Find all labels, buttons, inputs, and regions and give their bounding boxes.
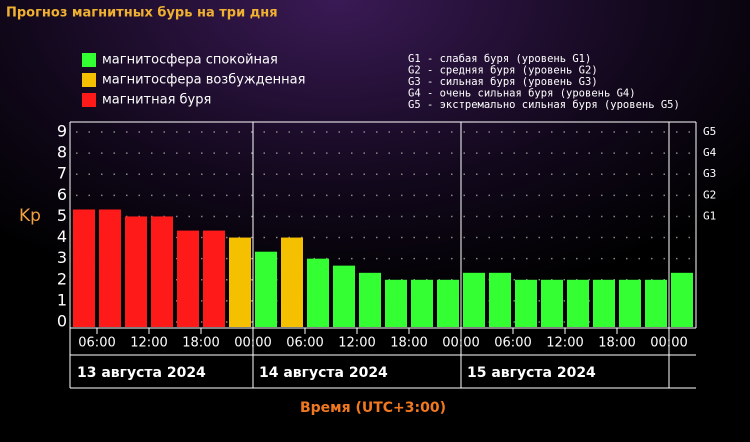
bar <box>671 272 693 327</box>
y-tick-label: 8 <box>57 143 67 162</box>
day-label: 13 августа 2024 <box>77 365 206 381</box>
bar <box>385 279 407 327</box>
y-tick-label: 1 <box>57 290 67 309</box>
y-tick-label: 5 <box>57 206 67 225</box>
bar <box>73 209 95 327</box>
bar <box>229 237 251 327</box>
day-label: 14 августа 2024 <box>259 365 388 381</box>
y-tick-label: 3 <box>57 248 67 267</box>
y2-tick-label: G2 <box>703 188 716 201</box>
bar <box>645 279 667 327</box>
bar <box>437 279 459 327</box>
x-axis-label: Время (UTC+3:00) <box>300 400 446 416</box>
x-tick-label: 06:00 <box>286 336 323 351</box>
bar <box>281 237 303 327</box>
g-scale-label: G4 - очень сильная буря (уровень G4) <box>408 88 636 100</box>
legend-label: магнитосфера возбужденная <box>102 73 305 88</box>
y2-tick-label: G1 <box>703 209 716 222</box>
bar <box>307 258 329 327</box>
legend-swatch <box>82 93 96 107</box>
bar <box>359 272 381 327</box>
y-tick-label: 9 <box>57 122 67 141</box>
y2-tick-label: G4 <box>703 146 717 159</box>
bar <box>151 216 173 327</box>
g-scale-label: G2 - средняя буря (уровень G2) <box>408 65 598 77</box>
bar <box>177 230 199 327</box>
x-tick-label: 12:00 <box>130 336 167 351</box>
x-tick-label: 18:00 <box>390 336 427 351</box>
x-tick-label: 06:00 <box>494 336 531 351</box>
x-tick-label: 18:00 <box>598 336 635 351</box>
g-scale-label: G3 - сильная буря (уровень G3) <box>408 76 598 88</box>
bar <box>593 279 615 327</box>
bar <box>125 216 147 327</box>
x-tick-label: 06:00 <box>78 336 115 351</box>
bar <box>203 230 225 327</box>
bar <box>541 279 563 327</box>
bar <box>411 279 433 327</box>
g-scale-label: G1 - слабая буря (уровень G1) <box>408 53 591 65</box>
day-label: 15 августа 2024 <box>467 365 596 381</box>
y-axis-label: Kp <box>19 206 41 226</box>
bar <box>489 272 511 327</box>
x-tick-label: 12:00 <box>338 336 375 351</box>
bar <box>255 251 277 327</box>
legend-swatch <box>82 53 96 67</box>
legend-label: магнитная буря <box>102 93 211 108</box>
x-tick-label: 12:00 <box>546 336 583 351</box>
bar <box>515 279 537 327</box>
y2-tick-label: G3 <box>703 167 716 180</box>
legend-swatch <box>82 73 96 87</box>
bar <box>463 272 485 327</box>
chart-title: Прогноз магнитных бурь на три дня <box>6 6 278 21</box>
y-tick-label: 6 <box>57 185 67 204</box>
x-tick-label: 18:00 <box>182 336 219 351</box>
bar <box>619 279 641 327</box>
y2-tick-label: G5 <box>703 125 716 138</box>
y-tick-label: 0 <box>57 312 67 331</box>
legend-label: магнитосфера спокойная <box>102 53 278 68</box>
g-scale-label: G5 - экстремально сильная буря (уровень … <box>408 99 680 111</box>
bar <box>333 265 355 327</box>
y-tick-label: 7 <box>57 164 67 183</box>
bar <box>567 279 589 327</box>
bar <box>99 209 121 327</box>
y-tick-label: 2 <box>57 269 67 288</box>
y-tick-label: 4 <box>57 227 67 246</box>
